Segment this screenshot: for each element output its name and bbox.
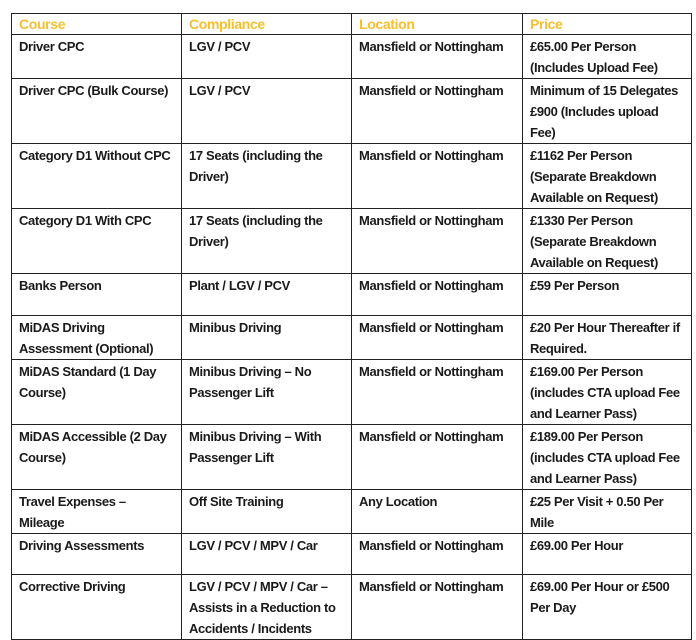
- cell-price: £20 Per Hour Thereafter if Required.: [522, 315, 692, 360]
- table-row: Banks Person Plant / LGV / PCV Mansfield o…: [11, 273, 692, 316]
- cell-price: £59 Per Person: [522, 273, 692, 316]
- cell-price: £69.00 Per Hour: [522, 533, 692, 575]
- cell-location: Mansfield or Nottingham: [351, 208, 523, 274]
- cell-compliance: Minibus Driving – With Passenger Lift: [181, 424, 352, 490]
- course-price-table: Course Compliance Location Price Driver …: [11, 13, 692, 640]
- table-row: MiDAS Driving Assessment (Optional) Minib…: [11, 315, 692, 360]
- cell-compliance: LGV / PCV / MPV / Car: [181, 533, 352, 575]
- table-row: Travel Expenses – Mileage Off Site Traini…: [11, 489, 692, 534]
- cell-price: £1162 Per Person (Separate Breakdown Ava…: [522, 143, 692, 209]
- table-row: MiDAS Standard (1 Day Course) Minibus Dri…: [11, 359, 692, 425]
- header-row: Course Compliance Location Price: [11, 13, 692, 35]
- cell-compliance: Plant / LGV / PCV: [181, 273, 352, 316]
- table-row: Driver CPC (Bulk Course) LGV / PCV Mansfie…: [11, 78, 692, 144]
- cell-price: £65.00 Per Person (Includes Upload Fee): [522, 34, 692, 79]
- cell-course: Corrective Driving: [11, 574, 182, 640]
- cell-location: Mansfield or Nottingham: [351, 424, 523, 490]
- cell-course: MiDAS Standard (1 Day Course): [11, 359, 182, 425]
- cell-price: £169.00 Per Person (includes CTA upload …: [522, 359, 692, 425]
- cell-price: £189.00 Per Person (includes CTA upload …: [522, 424, 692, 490]
- cell-course: Category D1 Without CPC: [11, 143, 182, 209]
- cell-course: Driver CPC (Bulk Course): [11, 78, 182, 144]
- cell-compliance: LGV / PCV: [181, 34, 352, 79]
- cell-price: £1330 Per Person (Separate Breakdown Ava…: [522, 208, 692, 274]
- cell-location: Mansfield or Nottingham: [351, 359, 523, 425]
- cell-course: MiDAS Driving Assessment (Optional): [11, 315, 182, 360]
- cell-price: Minimum of 15 Delegates £900 (Includes u…: [522, 78, 692, 144]
- cell-location: Mansfield or Nottingham: [351, 533, 523, 575]
- cell-course: Driver CPC: [11, 34, 182, 79]
- cell-price: £25 Per Visit + 0.50 Per Mile: [522, 489, 692, 534]
- cell-compliance: 17 Seats (including the Driver): [181, 208, 352, 274]
- cell-price: £69.00 Per Hour or £500 Per Day: [522, 574, 692, 640]
- header-price: Price: [522, 13, 692, 35]
- table-row: Driver CPC LGV / PCV Mansfield or Nottingh…: [11, 34, 692, 79]
- cell-compliance: Minibus Driving – No Passenger Lift: [181, 359, 352, 425]
- cell-location: Mansfield or Nottingham: [351, 574, 523, 640]
- cell-compliance: Off Site Training: [181, 489, 352, 534]
- cell-compliance: LGV / PCV / MPV / Car – Assists in a Red…: [181, 574, 352, 640]
- cell-compliance: LGV / PCV: [181, 78, 352, 144]
- table-row: Category D1 With CPC 17 Seats (including …: [11, 208, 692, 274]
- cell-location: Mansfield or Nottingham: [351, 315, 523, 360]
- cell-course: MiDAS Accessible (2 Day Course): [11, 424, 182, 490]
- header-location: Location: [351, 13, 523, 35]
- cell-compliance: 17 Seats (including the Driver): [181, 143, 352, 209]
- cell-course: Banks Person: [11, 273, 182, 316]
- table-row: MiDAS Accessible (2 Day Course) Minibus D…: [11, 424, 692, 490]
- cell-location: Mansfield or Nottingham: [351, 143, 523, 209]
- cell-location: Any Location: [351, 489, 523, 534]
- cell-course: Category D1 With CPC: [11, 208, 182, 274]
- header-course: Course: [11, 13, 182, 35]
- table-row: Driving Assessments LGV / PCV / MPV / Car…: [11, 533, 692, 575]
- cell-location: Mansfield or Nottingham: [351, 78, 523, 144]
- table-row: Corrective Driving LGV / PCV / MPV / Car …: [11, 574, 692, 640]
- cell-course: Driving Assessments: [11, 533, 182, 575]
- cell-location: Mansfield or Nottingham: [351, 34, 523, 79]
- table-row: Category D1 Without CPC 17 Seats (includi…: [11, 143, 692, 209]
- header-compliance: Compliance: [181, 13, 352, 35]
- cell-course: Travel Expenses – Mileage: [11, 489, 182, 534]
- cell-location: Mansfield or Nottingham: [351, 273, 523, 316]
- cell-compliance: Minibus Driving: [181, 315, 352, 360]
